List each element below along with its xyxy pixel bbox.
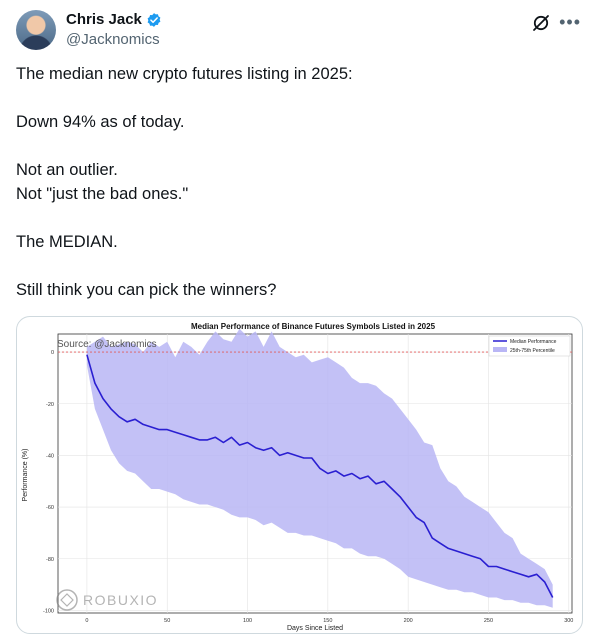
legend: Median Performance 25th-75th Percentile [488, 335, 571, 357]
x-tick-label: 100 [243, 618, 252, 624]
y-axis-label: Performance (%) [22, 449, 29, 502]
author-name-row: Chris Jack [66, 11, 162, 28]
source-annotation: Source: @Jacknomics [57, 339, 157, 350]
x-tick-label: 300 [564, 618, 573, 624]
performance-chart: Median Performance of Binance Futures Sy… [22, 322, 573, 632]
legend-median-label: Median Performance [510, 339, 557, 345]
chart-title: Median Performance of Binance Futures Sy… [191, 322, 436, 331]
author-handle[interactable]: @Jacknomics [66, 31, 160, 48]
chart-image[interactable]: Median Performance of Binance Futures Sy… [16, 316, 583, 634]
y-tick-label: 0 [51, 350, 54, 356]
x-axis-label: Days Since Listed [287, 625, 343, 632]
y-tick-label: -20 [46, 402, 54, 408]
legend-band-label: 25th-75th Percentile [510, 348, 555, 354]
tweet-line: The MEDIAN. [16, 233, 118, 251]
tweet-line: Not an outlier. [16, 161, 118, 179]
tweet-header: Chris Jack @Jacknomics ••• [16, 10, 581, 54]
author-display-name[interactable]: Chris Jack [66, 11, 142, 28]
tweet-line: The median new crypto futures listing in… [16, 65, 353, 83]
x-tick-label: 0 [85, 618, 88, 624]
x-tick-label: 200 [404, 618, 413, 624]
avatar[interactable] [16, 10, 56, 50]
tweet-line: Not "just the bad ones." [16, 185, 189, 203]
more-options-icon[interactable]: ••• [559, 12, 581, 32]
verified-badge-icon [147, 12, 161, 27]
y-tick-label: -40 [46, 453, 54, 459]
y-tick-label: -60 [46, 505, 54, 511]
x-tick-label: 50 [164, 618, 170, 624]
tweet-line: Down 94% as of today. [16, 113, 185, 131]
x-tick-label: 250 [484, 618, 493, 624]
watermark-text: ROBUXIO [83, 592, 158, 608]
y-tick-label: -100 [43, 608, 54, 614]
median-line [86, 354, 554, 598]
tweet-text: The median new crypto futures listing in… [16, 62, 581, 302]
y-tick-label: -80 [46, 557, 54, 563]
robuxio-logo: ROBUXIO [56, 589, 158, 611]
tweet-line: Still think you can pick the winners? [16, 281, 277, 299]
x-tick-label: 150 [323, 618, 332, 624]
grok-icon[interactable] [531, 13, 551, 33]
